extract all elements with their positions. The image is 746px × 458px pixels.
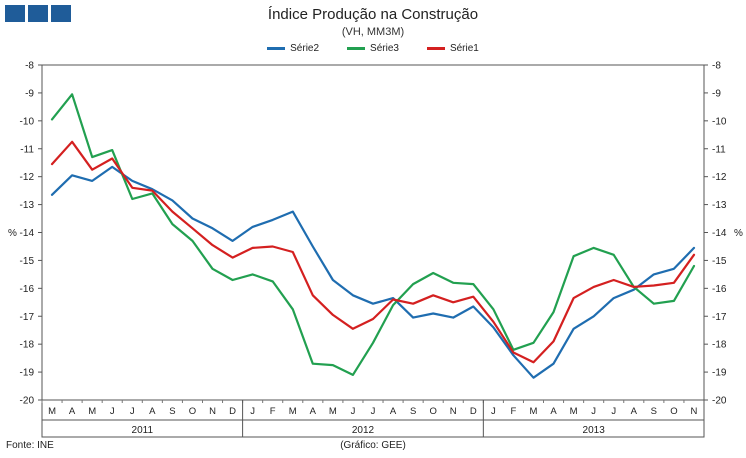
y-tick-label-left: -16 bbox=[20, 284, 35, 295]
y-tick-label-right: -9 bbox=[712, 88, 721, 99]
y-tick-label-left: -18 bbox=[20, 340, 35, 351]
x-tick-label: D bbox=[470, 406, 477, 417]
x-tick-label: S bbox=[410, 406, 416, 417]
y-tick-label-left: -8 bbox=[25, 61, 34, 72]
legend-item-serie1: Série1 bbox=[426, 43, 479, 54]
x-tick-label: M bbox=[289, 406, 297, 417]
logo-block bbox=[28, 5, 48, 22]
y-tick-label-right: -12 bbox=[712, 172, 727, 183]
legend-swatch-serie1 bbox=[426, 47, 445, 50]
chart-legend: Série2 Série3 Série1 bbox=[0, 43, 746, 54]
y-tick-label-right: -17 bbox=[712, 312, 727, 323]
y-tick-label-left: -11 bbox=[20, 144, 34, 155]
legend-label-serie1: Série1 bbox=[449, 43, 479, 54]
x-tick-label: J bbox=[371, 406, 376, 417]
y-tick-label-right: -11 bbox=[712, 144, 726, 155]
series-line-srie3 bbox=[50, 93, 696, 376]
y-tick-label-left: -13 bbox=[20, 200, 35, 211]
x-tick-label: A bbox=[149, 406, 156, 417]
y-tick-label-left: -9 bbox=[25, 88, 34, 99]
x-tick-label: S bbox=[651, 406, 657, 417]
series-line-srie2 bbox=[50, 165, 696, 379]
y-axis-label-right: % bbox=[734, 228, 743, 239]
y-tick-label-left: -10 bbox=[20, 116, 35, 127]
y-tick-label-left: -17 bbox=[20, 312, 35, 323]
x-tick-label: M bbox=[570, 406, 578, 417]
x-tick-label: M bbox=[48, 406, 56, 417]
series-line-srie1 bbox=[50, 140, 696, 364]
x-tick-label: J bbox=[130, 406, 135, 417]
x-tick-label: J bbox=[611, 406, 616, 417]
y-tick-label-left: -14 bbox=[20, 228, 35, 239]
year-label: 2013 bbox=[583, 425, 606, 436]
credit-note: (Gráfico: GEE) bbox=[340, 440, 406, 451]
x-tick-label: J bbox=[250, 406, 255, 417]
plot-frame bbox=[41, 64, 705, 438]
y-tick-label-right: -18 bbox=[712, 340, 727, 351]
x-tick-label: J bbox=[491, 406, 496, 417]
x-tick-label: S bbox=[169, 406, 175, 417]
y-tick-label-right: -8 bbox=[712, 61, 721, 72]
legend-swatch-serie3 bbox=[347, 47, 366, 50]
y-tick-label-right: -14 bbox=[712, 228, 727, 239]
x-tick-label: O bbox=[429, 406, 436, 417]
y-tick-label-right: -10 bbox=[712, 116, 727, 127]
x-tick-label: A bbox=[550, 406, 557, 417]
y-tick-label-right: -20 bbox=[712, 396, 727, 407]
legend-swatch-serie2 bbox=[267, 47, 286, 50]
x-tick-label: N bbox=[450, 406, 457, 417]
x-tick-label: A bbox=[69, 406, 76, 417]
y-tick-label-right: -13 bbox=[712, 200, 727, 211]
x-tick-label: M bbox=[329, 406, 337, 417]
y-tick-label-right: -15 bbox=[712, 256, 727, 267]
chart-subtitle: (VH, MM3M) bbox=[341, 26, 405, 38]
legend-item-serie2: Série2 bbox=[267, 43, 319, 54]
legend-label-serie2: Série2 bbox=[290, 43, 320, 54]
x-tick-label: F bbox=[270, 406, 276, 417]
legend-item-serie3: Série3 bbox=[347, 43, 399, 54]
logo-block bbox=[5, 5, 25, 22]
x-tick-label: O bbox=[670, 406, 677, 417]
legend-label-serie3: Série3 bbox=[370, 43, 399, 54]
brand-logo bbox=[5, 5, 71, 22]
x-tick-label: A bbox=[631, 406, 638, 417]
x-tick-label: N bbox=[209, 406, 216, 417]
x-tick-label: F bbox=[511, 406, 517, 417]
year-label: 2011 bbox=[132, 425, 154, 436]
chart-title: Índice Produção na Construção bbox=[267, 6, 479, 23]
y-tick-label-right: -19 bbox=[712, 368, 727, 379]
y-axis-label-left: % bbox=[8, 228, 17, 239]
x-tick-label: J bbox=[591, 406, 596, 417]
source-note: Fonte: INE bbox=[6, 440, 54, 451]
x-tick-label: O bbox=[189, 406, 196, 417]
x-tick-label: N bbox=[691, 406, 698, 417]
y-tick-label-left: -12 bbox=[20, 172, 35, 183]
x-tick-label: M bbox=[530, 406, 538, 417]
x-tick-label: A bbox=[390, 406, 397, 417]
year-label: 2012 bbox=[352, 425, 375, 436]
y-tick-label-left: -19 bbox=[20, 368, 35, 379]
y-tick-label-right: -16 bbox=[712, 284, 727, 295]
x-tick-label: D bbox=[229, 406, 236, 417]
x-tick-label: J bbox=[110, 406, 115, 417]
logo-block bbox=[51, 5, 71, 22]
y-tick-label-left: -15 bbox=[20, 256, 35, 267]
x-tick-label: J bbox=[351, 406, 356, 417]
x-tick-label: M bbox=[88, 406, 96, 417]
x-tick-label: A bbox=[310, 406, 317, 417]
y-tick-label-left: -20 bbox=[20, 396, 35, 407]
